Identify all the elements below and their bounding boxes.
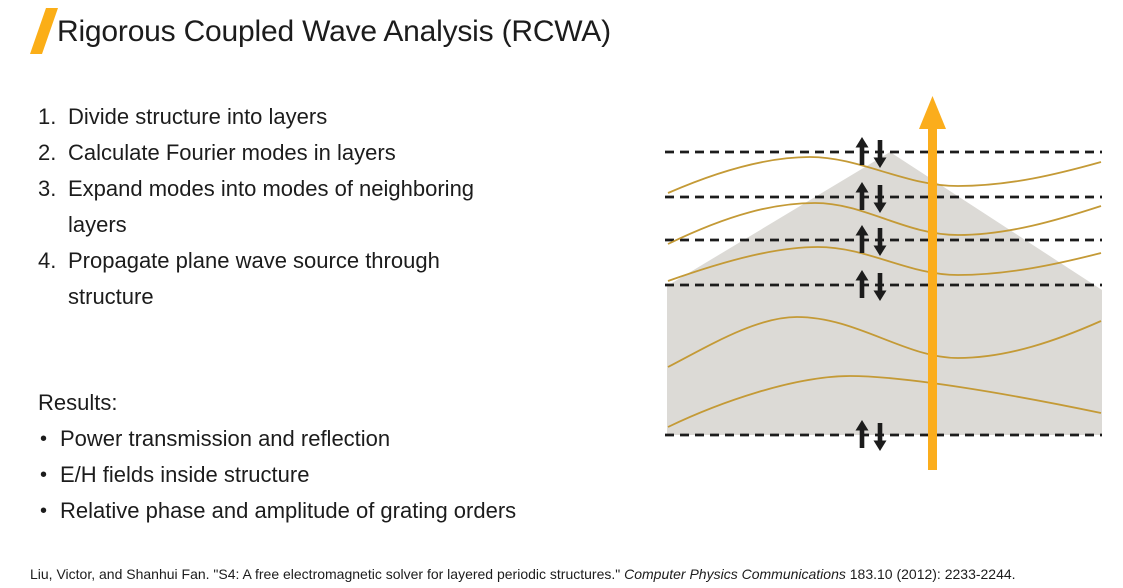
up-arrow-icon <box>855 137 869 165</box>
layer-interface-lines <box>665 150 1102 437</box>
results-heading: Results: <box>38 390 118 415</box>
mode-curve-3 <box>667 246 1102 282</box>
slash-shape <box>30 8 58 54</box>
step-number: 2. <box>38 140 57 165</box>
step-item-1: 1. Divide structure into layers <box>30 99 620 135</box>
down-arrow-icon <box>873 273 887 301</box>
citation-authors-title: Liu, Victor, and Shanhui Fan. "S4: A fre… <box>30 566 625 582</box>
bullet-icon: • <box>40 500 48 522</box>
plane-wave-arrowhead <box>919 96 946 129</box>
step-number: 1. <box>38 104 57 129</box>
step-item-2: 2. Calculate Fourier modes in layers <box>30 135 620 171</box>
up-arrow-icon <box>855 270 869 298</box>
mode-curve-4 <box>667 316 1102 368</box>
citation: Liu, Victor, and Shanhui Fan. "S4: A fre… <box>30 566 1115 583</box>
citation-journal: Computer Physics Communications <box>624 566 846 582</box>
up-arrow-icon <box>855 225 869 253</box>
plane-wave-arrow-shaft <box>928 122 937 470</box>
result-text: E/H fields inside structure <box>60 462 310 487</box>
step-number: 3. <box>38 176 57 201</box>
step-number: 4. <box>38 248 57 273</box>
step-item-4: 4. Propagate plane wave source through s… <box>30 243 620 315</box>
page-title: Rigorous Coupled Wave Analysis (RCWA) <box>57 15 611 48</box>
mode-coupling-arrows <box>855 137 887 451</box>
bullet-icon: • <box>40 464 48 486</box>
bullet-icon: • <box>40 428 48 450</box>
step-text: Propagate plane wave source through stru… <box>68 248 440 309</box>
results-section: Results: • Power transmission and reflec… <box>30 385 630 529</box>
citation-issue-pages: 183.10 (2012): 2233-2244. <box>845 566 1016 582</box>
step-item-3: 3. Expand modes into modes of neighborin… <box>30 171 620 243</box>
step-text: Divide structure into layers <box>68 104 328 129</box>
step-text: Expand modes into modes of neighboring l… <box>68 176 475 237</box>
result-item-2: • E/H fields inside structure <box>30 457 630 493</box>
up-arrow-icon <box>855 420 869 448</box>
down-arrow-icon <box>873 228 887 256</box>
step-text: Calculate Fourier modes in layers <box>68 140 396 165</box>
result-item-3: • Relative phase and amplitude of gratin… <box>30 493 630 529</box>
down-arrow-icon <box>873 423 887 451</box>
result-item-1: • Power transmission and reflection <box>30 421 630 457</box>
mode-curve-1 <box>667 156 1102 194</box>
down-arrow-icon <box>873 140 887 168</box>
steps-list: 1. Divide structure into layers 2. Calcu… <box>30 99 620 315</box>
result-text: Relative phase and amplitude of grating … <box>60 498 517 523</box>
down-arrow-icon <box>873 185 887 213</box>
fourier-mode-curves <box>667 156 1102 428</box>
title-slash-icon <box>30 8 58 54</box>
result-text: Power transmission and reflection <box>60 426 391 451</box>
mode-curve-5 <box>667 375 1102 428</box>
plane-wave-arrow <box>919 96 946 470</box>
mode-curve-2 <box>667 202 1102 245</box>
up-arrow-icon <box>855 182 869 210</box>
